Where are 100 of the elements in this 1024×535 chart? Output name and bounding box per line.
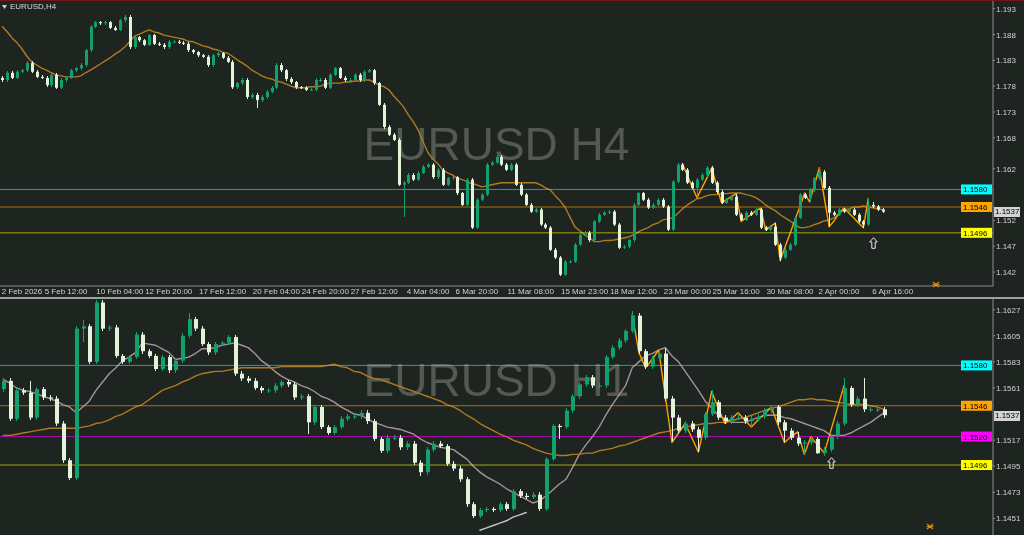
x-tick-label: 24 Feb 20:00 bbox=[301, 287, 350, 296]
candlestick bbox=[783, 419, 787, 443]
candlestick bbox=[413, 440, 417, 466]
candlestick bbox=[559, 255, 562, 277]
annotation: 1.1537 bbox=[995, 206, 1020, 216]
ref-line-label: 1.1546 bbox=[963, 401, 989, 411]
candlestick bbox=[85, 48, 88, 68]
candlestick bbox=[823, 169, 826, 190]
y-tick-label: 1.147 bbox=[996, 242, 1017, 252]
x-tick-label: 25 Mar 16:00 bbox=[712, 287, 761, 296]
candlestick bbox=[378, 81, 381, 107]
y-tick-label: 1.1561 bbox=[996, 383, 1022, 393]
candlestick bbox=[135, 331, 139, 360]
x-tick-label: 18 Mar 12:00 bbox=[609, 287, 658, 296]
ref-line-label: 1.1496 bbox=[963, 228, 989, 238]
candlestick bbox=[456, 175, 459, 196]
x-tick-label: 15 Mar 23:00 bbox=[560, 287, 609, 296]
line-series bbox=[681, 162, 869, 262]
line-series bbox=[2, 363, 885, 457]
candlestick bbox=[711, 389, 715, 417]
candlestick bbox=[677, 162, 680, 184]
x-tick-label: 5 Feb 12:00 bbox=[44, 287, 88, 296]
x-tick-label: 30 Mar 08:00 bbox=[766, 287, 815, 296]
candlestick bbox=[671, 395, 675, 442]
candlestick bbox=[696, 177, 699, 198]
ref-line-label: 1.1580 bbox=[963, 361, 989, 371]
x-tick-label: 12 Feb 20:00 bbox=[145, 287, 193, 296]
candlestick bbox=[141, 331, 145, 355]
candlestick bbox=[850, 385, 854, 408]
candlestick bbox=[512, 488, 516, 512]
y-tick-label: 1.1517 bbox=[996, 436, 1022, 446]
candlestick bbox=[446, 443, 450, 467]
candlestick bbox=[711, 165, 714, 185]
candlestick bbox=[549, 225, 552, 252]
y-tick-label: 1.162 bbox=[996, 164, 1017, 174]
candlestick bbox=[426, 446, 430, 476]
candlestick bbox=[618, 222, 621, 250]
ref-line-label: 1.1520 bbox=[963, 432, 989, 442]
y-tick-label: 1.188 bbox=[996, 30, 1017, 40]
x-tick-label: 6 Mar 20:00 bbox=[455, 287, 499, 296]
y-tick-label: 1.1605 bbox=[996, 331, 1022, 341]
x-tick-label: 20 Feb 04:00 bbox=[252, 287, 301, 296]
annotation: 1.1537 bbox=[995, 411, 1020, 421]
ref-line-label: 1.1496 bbox=[963, 461, 989, 471]
candlestick bbox=[704, 411, 708, 441]
candlestick bbox=[593, 219, 596, 243]
y-tick-label: 1.152 bbox=[996, 216, 1017, 226]
x-tick-label: 4 Mar 04:00 bbox=[406, 287, 450, 296]
candlestick bbox=[188, 312, 192, 339]
y-tick-label: 1.1473 bbox=[996, 488, 1022, 498]
y-tick-label: 1.1627 bbox=[996, 305, 1022, 315]
candlestick bbox=[403, 180, 406, 218]
y-tick-label: 1.142 bbox=[996, 268, 1017, 278]
candlestick bbox=[313, 404, 317, 426]
candlestick bbox=[442, 167, 445, 187]
x-tick-label: 11 Mar 08:00 bbox=[507, 287, 555, 296]
line-series bbox=[1, 26, 884, 243]
x-tick-label: 6 Apr 16:00 bbox=[872, 287, 914, 296]
y-tick-label: 1.1583 bbox=[996, 357, 1022, 367]
candlestick bbox=[246, 77, 249, 100]
line-series bbox=[2, 342, 885, 504]
candlestick bbox=[201, 325, 205, 347]
candlestick bbox=[275, 62, 278, 90]
x-tick-label: 23 Mar 00:00 bbox=[663, 287, 712, 296]
candlestick bbox=[538, 491, 542, 512]
candlestick bbox=[631, 310, 635, 334]
candlestick bbox=[349, 77, 352, 83]
candlestick bbox=[867, 198, 870, 227]
x-tick-label: 2 Feb 2026 bbox=[1, 287, 43, 296]
y-tick-label: 1.168 bbox=[996, 133, 1017, 143]
candlestick bbox=[697, 426, 701, 453]
chart-title: EURUSD,H4 bbox=[10, 2, 57, 11]
x-tick-label: 2 Apr 00:00 bbox=[818, 287, 860, 296]
ref-line-label: 1.1546 bbox=[963, 203, 989, 213]
candlestick bbox=[373, 418, 377, 442]
line-series bbox=[479, 511, 527, 531]
candlestick bbox=[735, 193, 738, 217]
candlestick bbox=[68, 457, 72, 481]
candlestick bbox=[90, 24, 93, 53]
candlestick bbox=[760, 207, 763, 230]
candlestick bbox=[799, 192, 802, 220]
candlestick bbox=[717, 399, 721, 421]
y-tick-label: 1.173 bbox=[996, 108, 1017, 118]
candlestick bbox=[777, 404, 781, 426]
candlestick bbox=[565, 407, 569, 430]
candlestick bbox=[320, 404, 324, 430]
candlestick bbox=[574, 242, 577, 264]
y-tick-label: 1.193 bbox=[996, 4, 1017, 14]
x-tick-label: 10 Feb 04:00 bbox=[96, 287, 144, 296]
x-tick-label: 17 Feb 12:00 bbox=[198, 287, 247, 296]
ref-line-label: 1.1580 bbox=[963, 185, 989, 195]
x-tick-label: 27 Feb 12:00 bbox=[350, 287, 399, 296]
y-tick-label: 1.178 bbox=[996, 82, 1017, 92]
y-tick-label: 1.1451 bbox=[996, 514, 1022, 524]
y-tick-label: 1.1495 bbox=[996, 462, 1022, 472]
candlestick bbox=[667, 204, 670, 232]
y-tick-label: 1.183 bbox=[996, 56, 1017, 66]
candlestick bbox=[540, 207, 543, 227]
candlestick bbox=[774, 222, 777, 247]
candlestick bbox=[863, 377, 867, 413]
